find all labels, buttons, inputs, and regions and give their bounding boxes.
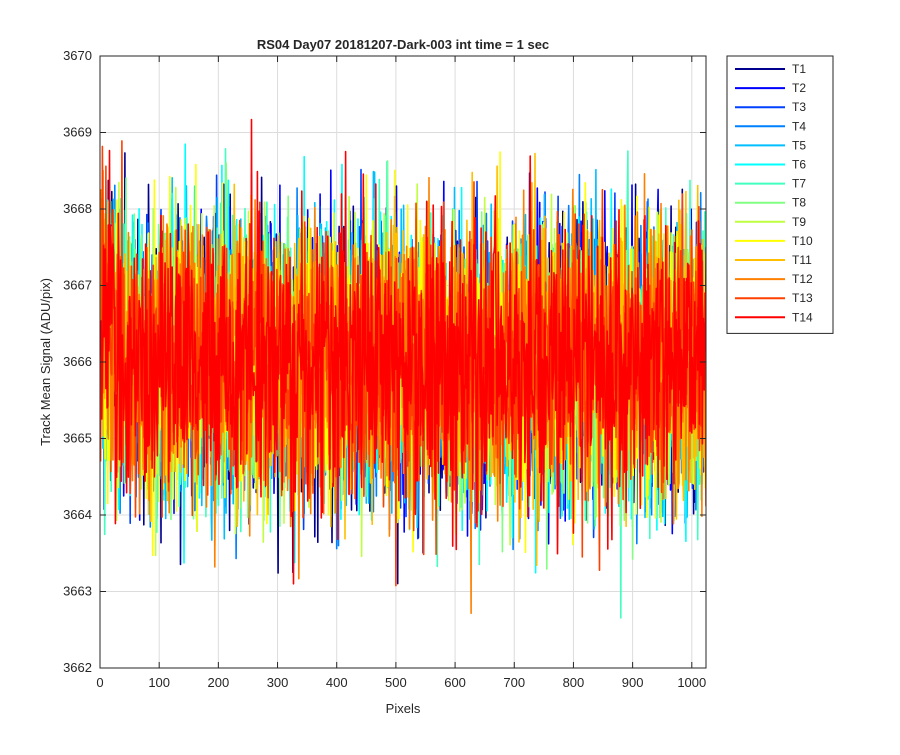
legend-label-T2: T2 — [792, 81, 806, 95]
legend-label-T10: T10 — [792, 234, 813, 248]
x-tick-label: 700 — [503, 675, 525, 690]
y-tick-label: 3664 — [63, 507, 92, 522]
y-tick-label: 3668 — [63, 201, 92, 216]
legend-label-T14: T14 — [792, 310, 813, 324]
y-tick-label: 3669 — [63, 125, 92, 140]
y-tick-label: 3665 — [63, 431, 92, 446]
legend-label-T3: T3 — [792, 100, 806, 114]
series-line-T14 — [100, 118, 706, 585]
y-tick-label: 3667 — [63, 278, 92, 293]
x-tick-label: 0 — [96, 675, 103, 690]
x-tick-label: 600 — [444, 675, 466, 690]
x-tick-label: 1000 — [677, 675, 706, 690]
series-group — [100, 118, 706, 619]
legend-label-T8: T8 — [792, 196, 806, 210]
plot-area: 0 100 200 300 400 500 600 700 800 900 1000 3662 3663… — [63, 48, 707, 690]
y-tick-label: 3663 — [63, 584, 92, 599]
x-tick-label: 900 — [622, 675, 644, 690]
y-tick-label: 3666 — [63, 354, 92, 369]
x-tick-label: 400 — [326, 675, 348, 690]
x-tick-label: 100 — [148, 675, 170, 690]
legend-label-T5: T5 — [792, 138, 806, 152]
x-tick-label: 500 — [385, 675, 407, 690]
legend: T1 T2 T3 T4 T5 T6 T7 T8 T9 T10 T11 T12 T13 T14 — [726, 55, 834, 334]
legend-box — [726, 55, 834, 334]
y-tick-label: 3662 — [63, 660, 92, 675]
legend-label-T4: T4 — [792, 119, 806, 133]
legend-label-T1: T1 — [792, 62, 806, 76]
legend-label-T7: T7 — [792, 177, 806, 191]
y-tick-label: 3670 — [63, 48, 92, 63]
legend-label-T9: T9 — [792, 215, 806, 229]
x-tick-label: 300 — [267, 675, 289, 690]
y-axis-label: Track Mean Signal (ADU/pix) — [38, 278, 53, 446]
x-tick-label: 800 — [563, 675, 585, 690]
legend-label-T13: T13 — [792, 291, 813, 305]
legend-label-T6: T6 — [792, 158, 806, 172]
x-tick-label: 200 — [208, 675, 230, 690]
chart-title: RS04 Day07 20181207-Dark-003 int time = … — [257, 37, 549, 52]
x-axis-label: Pixels — [386, 701, 421, 716]
legend-label-T12: T12 — [792, 272, 813, 286]
legend-label-T11: T11 — [792, 253, 812, 267]
